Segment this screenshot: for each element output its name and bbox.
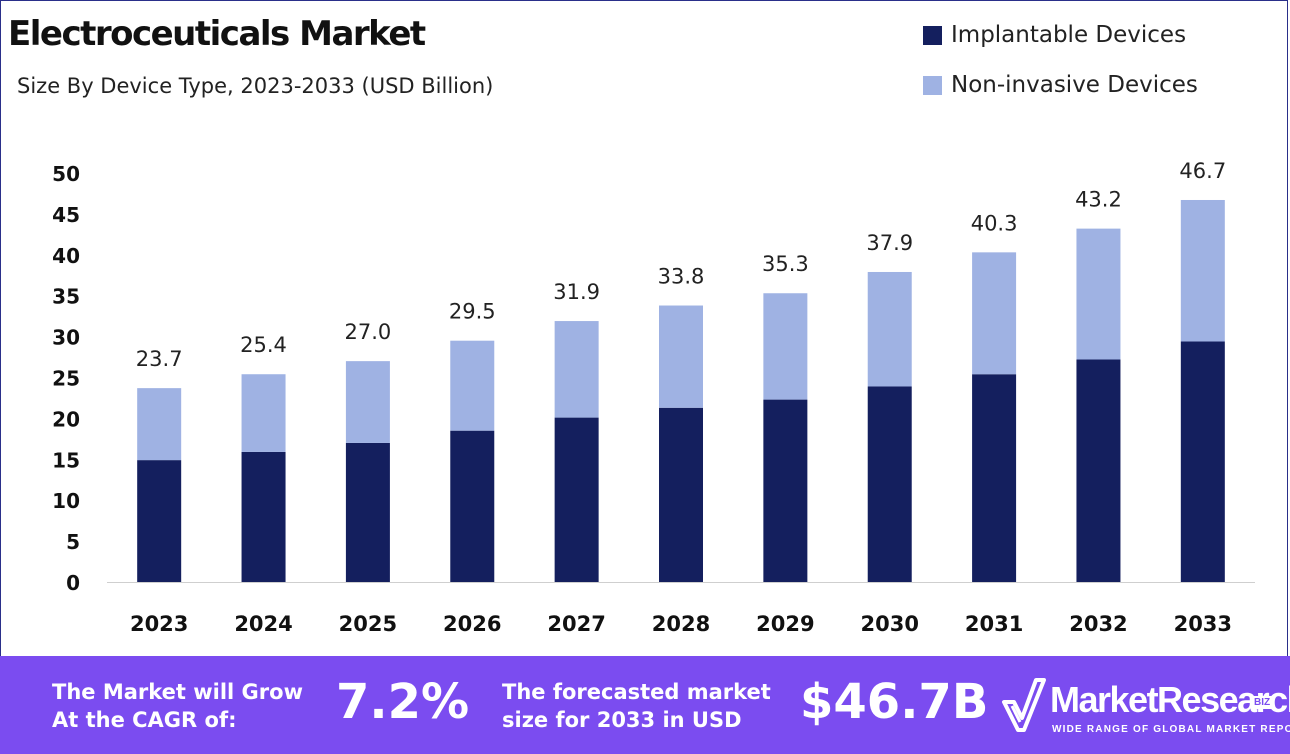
bar-non-invasive xyxy=(1076,228,1121,360)
y-tick-label: 15 xyxy=(52,448,80,472)
total-value-label: 43.2 xyxy=(1075,188,1122,212)
bar-implantable xyxy=(867,386,912,582)
y-tick-label: 5 xyxy=(66,530,80,554)
legend-item-non-invasive: Non-invasive Devices xyxy=(923,72,1198,98)
x-tick-label: 2023 xyxy=(130,612,188,636)
total-value-label: 40.3 xyxy=(971,211,1018,235)
total-value-label: 23.7 xyxy=(136,347,183,371)
bar-implantable xyxy=(554,417,599,582)
total-value-label: 27.0 xyxy=(345,320,392,344)
bar-non-invasive xyxy=(763,293,808,400)
x-tick-label: 2025 xyxy=(339,612,397,636)
chart-title: Electroceuticals Market xyxy=(8,14,426,54)
y-tick-label: 35 xyxy=(52,285,80,309)
bar-implantable xyxy=(450,430,495,582)
y-tick-label: 45 xyxy=(52,203,80,227)
x-tick-label: 2028 xyxy=(652,612,710,636)
total-value-label: 46.7 xyxy=(1179,159,1226,183)
stacked-bar-chart: 0510152025303540455023.7202325.4202427.0… xyxy=(52,159,1255,636)
brand-badge: BIZ xyxy=(1252,696,1273,709)
y-tick-label: 0 xyxy=(66,571,80,595)
y-tick-label: 30 xyxy=(52,326,80,350)
legend-item-implantable: Implantable Devices xyxy=(923,22,1186,48)
bar-non-invasive xyxy=(137,388,182,461)
total-value-label: 37.9 xyxy=(866,231,913,255)
bar-implantable xyxy=(241,451,286,582)
x-tick-label: 2026 xyxy=(443,612,501,636)
cagr-label: The Market will Grow At the CAGR of: xyxy=(52,678,303,734)
x-tick-label: 2027 xyxy=(547,612,605,636)
bar-non-invasive xyxy=(867,271,912,387)
bar-non-invasive xyxy=(241,374,286,452)
x-tick-label: 2030 xyxy=(861,612,919,636)
total-value-label: 25.4 xyxy=(240,333,287,357)
x-tick-label: 2033 xyxy=(1174,612,1232,636)
x-tick-label: 2024 xyxy=(234,612,292,636)
y-tick-label: 50 xyxy=(52,162,80,186)
total-value-label: 31.9 xyxy=(553,280,600,304)
forecast-label: The forecasted market size for 2033 in U… xyxy=(502,678,771,734)
bar-non-invasive xyxy=(1180,199,1225,342)
cagr-label-line2: At the CAGR of: xyxy=(52,708,237,732)
legend-swatch-non-invasive xyxy=(923,75,942,95)
brand-tagline: WIDE RANGE OF GLOBAL MARKET REPORTS xyxy=(1052,724,1290,735)
checkmark-logo-icon xyxy=(1002,678,1046,732)
bar-implantable xyxy=(972,374,1017,582)
cagr-value: 7.2% xyxy=(336,674,470,730)
total-value-label: 29.5 xyxy=(449,300,496,324)
bar-implantable xyxy=(1180,341,1225,582)
footer-banner: The Market will Grow At the CAGR of: 7.2… xyxy=(0,656,1290,754)
y-tick-label: 10 xyxy=(52,489,80,513)
bar-non-invasive xyxy=(450,340,495,431)
x-tick-label: 2029 xyxy=(756,612,814,636)
brand-logo: MarketResearch BIZ WIDE RANGE OF GLOBAL … xyxy=(1000,674,1290,746)
bar-non-invasive xyxy=(554,321,599,418)
forecast-value: $46.7B xyxy=(800,674,989,730)
legend-swatch-implantable xyxy=(923,25,942,45)
bar-implantable xyxy=(763,399,808,582)
legend-label-non-invasive: Non-invasive Devices xyxy=(951,72,1198,98)
forecast-label-line1: The forecasted market xyxy=(502,680,771,704)
bar-implantable xyxy=(345,442,390,582)
chart-subtitle: Size By Device Type, 2023-2033 (USD Bill… xyxy=(17,74,494,98)
bar-non-invasive xyxy=(972,252,1017,375)
bar-non-invasive xyxy=(345,361,390,443)
x-tick-label: 2032 xyxy=(1069,612,1127,636)
x-tick-label: 2031 xyxy=(965,612,1023,636)
y-tick-label: 20 xyxy=(52,407,80,431)
brand-name: MarketResearch xyxy=(1050,679,1290,720)
y-tick-label: 25 xyxy=(52,367,80,391)
legend-label-implantable: Implantable Devices xyxy=(951,22,1187,48)
total-value-label: 33.8 xyxy=(658,265,705,289)
bar-implantable xyxy=(1076,359,1121,582)
forecast-label-line2: size for 2033 in USD xyxy=(502,708,742,732)
total-value-label: 35.3 xyxy=(762,252,809,276)
y-tick-label: 40 xyxy=(52,244,80,268)
bar-implantable xyxy=(659,407,703,582)
bar-implantable xyxy=(137,460,182,582)
bar-non-invasive xyxy=(659,305,703,408)
cagr-label-line1: The Market will Grow xyxy=(52,680,303,704)
